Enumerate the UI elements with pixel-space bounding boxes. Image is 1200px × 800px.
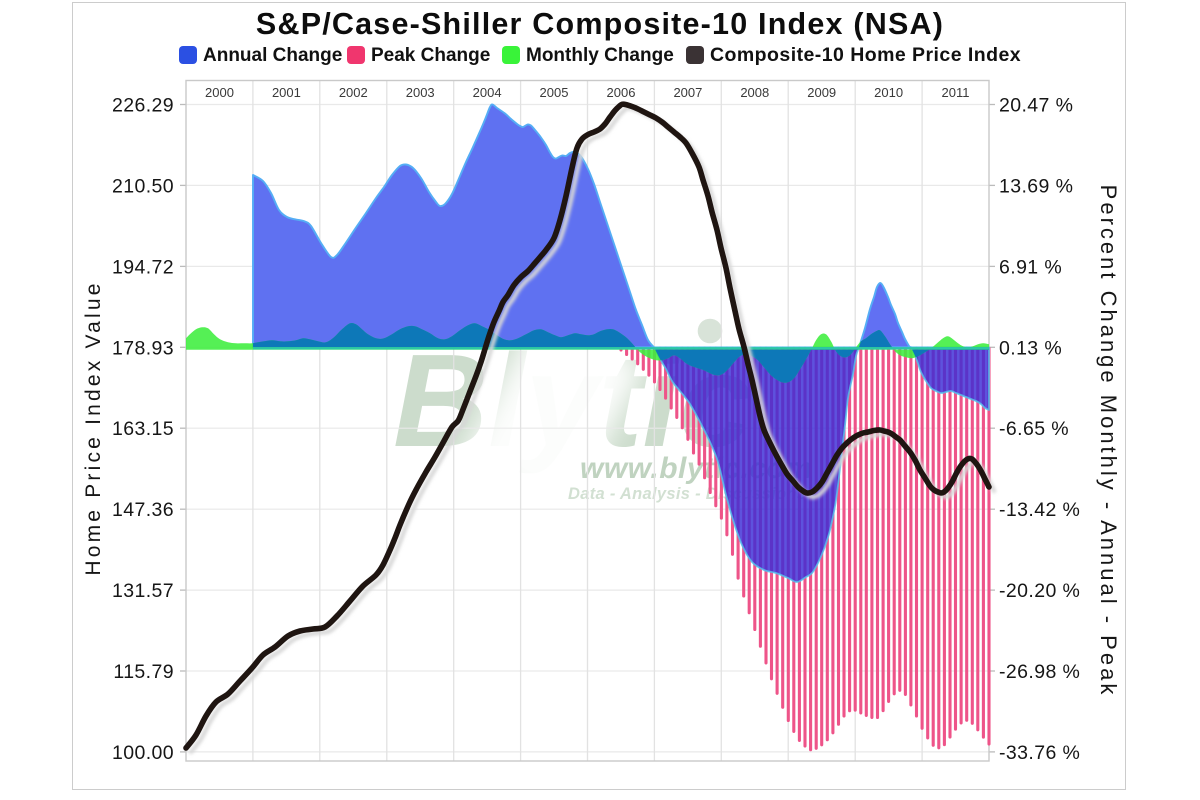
svg-text:-13.42 %: -13.42 % [999,499,1080,521]
svg-text:-26.98 %: -26.98 % [999,661,1080,683]
svg-text:194.72: 194.72 [112,256,174,278]
svg-text:0.13 %: 0.13 % [999,337,1062,359]
svg-text:2010: 2010 [874,85,903,100]
svg-text:2002: 2002 [339,85,368,100]
svg-text:2006: 2006 [607,85,636,100]
svg-text:20.47 %: 20.47 % [999,95,1073,117]
svg-text:2008: 2008 [740,85,769,100]
svg-text:2005: 2005 [540,85,569,100]
svg-text:2011: 2011 [942,85,970,100]
svg-text:2003: 2003 [406,85,435,100]
svg-text:6.91 %: 6.91 % [999,256,1062,278]
svg-text:210.50: 210.50 [112,175,174,197]
svg-text:-20.20 %: -20.20 % [999,580,1080,602]
svg-text:115.79: 115.79 [113,661,174,683]
svg-text:-33.76 %: -33.76 % [999,742,1080,764]
svg-text:Percent Change Monthly - Annua: Percent Change Monthly - Annual - Peak [1096,185,1121,698]
svg-text:2009: 2009 [807,85,836,100]
svg-text:2000: 2000 [205,85,234,100]
svg-text:163.15: 163.15 [112,418,174,440]
svg-text:178.93: 178.93 [112,337,174,359]
svg-text:147.36: 147.36 [112,499,174,521]
svg-text:13.69 %: 13.69 % [999,175,1073,197]
svg-text:226.29: 226.29 [112,95,174,117]
svg-text:131.57: 131.57 [112,580,174,602]
svg-text:Home Price Index Value: Home Price Index Value [82,280,105,575]
svg-text:2001: 2001 [272,85,301,100]
svg-text:2004: 2004 [473,85,502,100]
svg-text:2007: 2007 [673,85,702,100]
svg-text:-6.65 %: -6.65 % [999,418,1069,440]
svg-text:100.00: 100.00 [112,742,174,764]
